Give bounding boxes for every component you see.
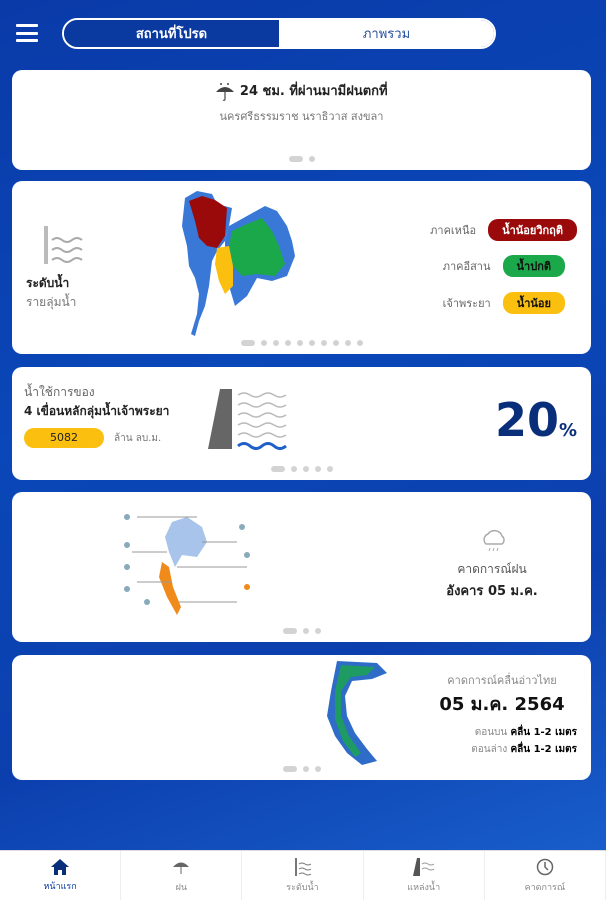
rain-forecast-card[interactable]: คาดการณ์ฝน อังคาร 05 ม.ค. bbox=[12, 492, 591, 642]
nav-forecast[interactable]: คาดการณ์ bbox=[485, 851, 606, 900]
nav-rain[interactable]: ฝน bbox=[121, 851, 243, 900]
dam-icon bbox=[412, 857, 434, 876]
dam-volume-badge: 5082 bbox=[24, 428, 104, 448]
carousel-dots[interactable] bbox=[12, 766, 591, 772]
carousel-dots[interactable] bbox=[12, 628, 591, 634]
rain-cloud-icon bbox=[483, 530, 505, 552]
wave-title: คาดการณ์คลื่นอ่าวไทย bbox=[447, 674, 557, 687]
menu-icon[interactable] bbox=[16, 24, 38, 42]
water-level-title: ระดับน้ำ bbox=[26, 276, 70, 290]
dam-storage-card[interactable]: น้ำใช้การของ 4 เขื่อนหลักลุ่มน้ำเจ้าพระย… bbox=[12, 367, 591, 480]
rain-forecast-map bbox=[124, 514, 250, 615]
rain-places: นครศรีธรรมราช นราธิวาส สงขลา bbox=[219, 110, 384, 123]
nav-water-level[interactable]: ระดับน้ำ bbox=[242, 851, 364, 900]
rain-forecast-date: อังคาร 05 ม.ค. bbox=[446, 584, 538, 599]
water-level-card[interactable]: ระดับน้ำ รายลุ่มน้ำ ภาคเหนือ น้ำน้อยวิกฤต… bbox=[12, 181, 591, 354]
nav-reservoir[interactable]: แหล่งน้ำ bbox=[364, 851, 485, 900]
view-toggle: สถานที่โปรด ภาพรวม bbox=[62, 18, 496, 49]
wave-lower: ตอนล่าง คลื่น 1-2 เมตร bbox=[471, 744, 577, 755]
rain-umbrella-24h-icon bbox=[216, 82, 235, 101]
top-bar: สถานที่โปรด ภาพรวม bbox=[0, 18, 606, 50]
wave-forecast-card[interactable]: คาดการณ์คลื่นอ่าวไทย 05 ม.ค. 2564 ตอนบน … bbox=[12, 655, 591, 780]
rain-24h-card[interactable]: 24 ชม. ที่ผ่านมามีฝนตกที่ นครศรีธรรมราช … bbox=[12, 70, 591, 170]
carousel-dots[interactable] bbox=[12, 156, 591, 162]
wave-upper: ตอนบน คลื่น 1-2 เมตร bbox=[474, 727, 577, 738]
water-level-icon bbox=[44, 226, 83, 264]
tab-overview[interactable]: ภาพรวม bbox=[279, 20, 494, 47]
rain-title: 24 ชม. ที่ผ่านมามีฝนตกที่ bbox=[239, 84, 388, 99]
thailand-region-map bbox=[182, 191, 295, 336]
carousel-dots[interactable] bbox=[12, 340, 591, 346]
clock-icon bbox=[536, 858, 554, 875]
water-level-icon bbox=[294, 857, 311, 876]
region-row-northeast: ภาคอีสาน น้ำปกติ bbox=[421, 255, 565, 277]
status-badge: น้ำน้อยวิกฤติ bbox=[488, 219, 577, 241]
dam-icon bbox=[208, 389, 287, 450]
status-badge: น้ำปกติ bbox=[502, 255, 565, 277]
tab-favorites[interactable]: สถานที่โปรด bbox=[64, 20, 279, 47]
status-badge: น้ำน้อย bbox=[502, 292, 565, 314]
nav-home[interactable]: หน้าแรก bbox=[0, 851, 122, 900]
bottom-nav: หน้าแรก ฝน ระดับน้ำ แหล่งน้ำ คาดการณ์ bbox=[0, 850, 606, 900]
rain-icon bbox=[173, 862, 190, 874]
rain-forecast-title: คาดการณ์ฝน bbox=[457, 562, 527, 576]
home-icon bbox=[51, 858, 70, 875]
region-row-north: ภาคเหนือ น้ำน้อยวิกฤติ bbox=[406, 219, 577, 241]
gulf-of-thailand-map bbox=[327, 661, 387, 765]
dam-line1: น้ำใช้การของ bbox=[24, 385, 95, 399]
dam-line2: 4 เขื่อนหลักลุ่มน้ำเจ้าพระยา bbox=[24, 404, 170, 418]
region-row-chaophraya: เจ้าพระยา น้ำน้อย bbox=[421, 292, 565, 314]
wave-date: 05 ม.ค. 2564 bbox=[439, 694, 565, 715]
water-level-subtitle: รายลุ่มน้ำ bbox=[26, 295, 77, 309]
dam-unit: ล้าน ลบ.ม. bbox=[114, 433, 162, 444]
carousel-dots[interactable] bbox=[12, 466, 591, 472]
dam-percent: 20% bbox=[494, 393, 577, 447]
